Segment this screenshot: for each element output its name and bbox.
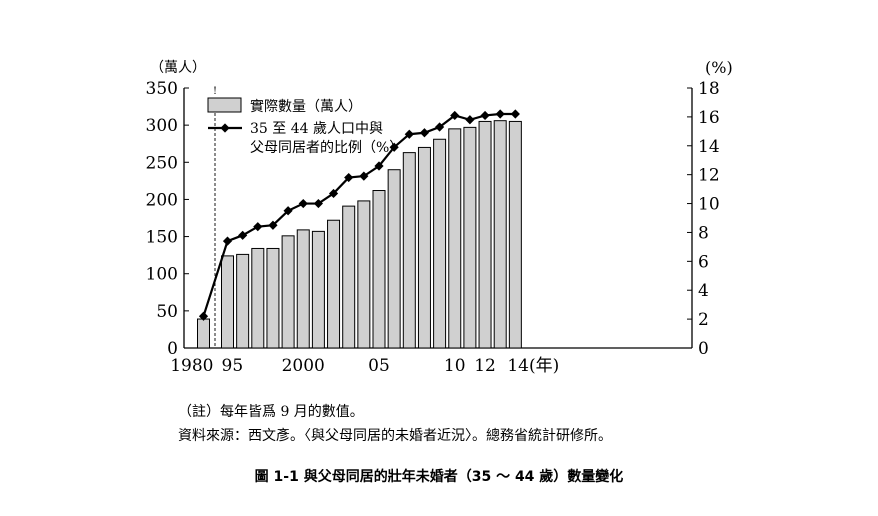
- footnote: （註）每年皆爲 9 月的數值。: [178, 404, 364, 420]
- line-point: [253, 222, 263, 232]
- line-point: [359, 171, 369, 181]
- x-tick-label: 1980: [170, 356, 213, 376]
- bar: [433, 138, 447, 349]
- line-point: [198, 311, 209, 321]
- bar: [508, 120, 522, 349]
- right-tick-label: 8: [698, 223, 709, 243]
- right-axis-unit: (%): [705, 58, 733, 77]
- bar: [463, 126, 477, 349]
- bar: [236, 253, 250, 349]
- line-point: [313, 198, 323, 209]
- legend-line-label-line2: 父母同居者的比例（%）: [250, 140, 403, 156]
- line-point: [283, 206, 293, 216]
- left-tick-label: 100: [146, 265, 178, 285]
- bar: [311, 230, 325, 349]
- bar: [387, 169, 401, 349]
- bar: [448, 128, 462, 349]
- left-axis-unit: （萬人）: [150, 60, 206, 76]
- bar: [372, 190, 386, 349]
- line-point: [480, 110, 490, 121]
- bar: [493, 120, 507, 349]
- right-tick-label: 10: [698, 195, 720, 215]
- right-tick-label: 6: [698, 252, 709, 272]
- line-point: [404, 129, 414, 139]
- left-tick-label: 150: [146, 228, 178, 248]
- x-tick-label: 2000: [282, 356, 325, 376]
- line-point: [495, 109, 505, 119]
- bar: [357, 200, 371, 349]
- right-tick-label: 18: [698, 79, 720, 99]
- bar: [251, 247, 265, 349]
- figure-caption: 圖 1-1 與父母同居的壯年未婚者（35 ～ 44 歲）數量變化: [254, 469, 624, 485]
- bar: [221, 255, 234, 349]
- left-tick-label: 0: [167, 339, 178, 359]
- legend-bar-swatch: [207, 97, 242, 113]
- line-point: [510, 109, 520, 119]
- bar: [417, 146, 431, 349]
- axis-break-marker: !: [213, 86, 217, 97]
- x-tick-label: 10: [444, 356, 466, 376]
- bar: [266, 247, 280, 349]
- right-tick-label: 16: [698, 108, 720, 128]
- legend-line-marker: [220, 123, 230, 133]
- right-tick-label: 0: [698, 339, 709, 359]
- line-series: [198, 109, 520, 321]
- line-point: [389, 142, 399, 152]
- line-point: [238, 230, 248, 240]
- left-tick-label: 350: [146, 79, 178, 99]
- chart: ! 050100150200250300350024681012141618（萬…: [146, 58, 733, 376]
- right-tick-label: 2: [698, 310, 709, 330]
- bar: [342, 205, 356, 349]
- right-tick-label: 14: [698, 137, 720, 157]
- line-point: [328, 188, 339, 199]
- bar: [197, 318, 210, 349]
- x-tick-label: 95: [222, 356, 244, 376]
- bar: [296, 229, 310, 349]
- left-tick-label: 200: [146, 190, 178, 210]
- bar: [281, 235, 295, 349]
- bar: [478, 120, 492, 349]
- line-point: [268, 220, 278, 230]
- left-tick-label: 50: [156, 302, 178, 322]
- bar-series: [197, 120, 522, 349]
- legend-bar-label: 實際數量（萬人）: [250, 98, 362, 115]
- line-point: [344, 172, 354, 183]
- left-tick-label: 300: [146, 116, 178, 136]
- bar: [402, 152, 416, 349]
- line-point: [465, 115, 475, 125]
- line-point: [222, 236, 233, 246]
- x-tick-label: 14(年): [507, 356, 559, 376]
- left-tick-label: 250: [146, 153, 178, 173]
- source-note: 資料來源：西文彥。〈與父母同居的未婚者近況〉。總務省統計研修所。: [178, 428, 612, 444]
- right-tick-label: 12: [698, 166, 720, 186]
- legend-line-label-line1: 35 至 44 歲人口中與: [250, 121, 383, 137]
- line-point: [419, 128, 430, 138]
- x-tick-label: 05: [368, 356, 390, 376]
- line-point: [374, 161, 384, 171]
- tick-labels: 050100150200250300350024681012141618（萬人）…: [146, 58, 733, 376]
- right-tick-label: 4: [698, 281, 709, 301]
- x-tick-label: 12: [474, 356, 496, 376]
- bar: [327, 219, 341, 349]
- line-point: [450, 110, 460, 121]
- line-point: [435, 122, 445, 132]
- line-point: [298, 198, 308, 209]
